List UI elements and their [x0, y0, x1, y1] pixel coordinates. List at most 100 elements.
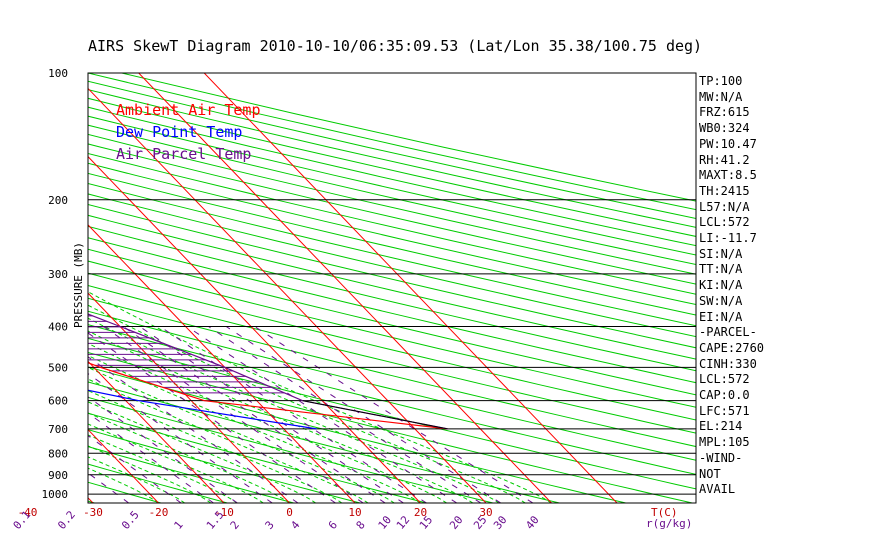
- mixing-ratio-tick-label: 4: [288, 518, 302, 532]
- stability-index-entry: EL:214: [699, 419, 743, 434]
- stability-index-entry: NOT: [699, 466, 721, 481]
- isotherm: [88, 87, 487, 503]
- isotherm: [88, 155, 421, 503]
- mixing-ratio-line: [0, 327, 20, 504]
- moist-adiabat: [88, 434, 238, 503]
- mixing-ratio-line: [88, 396, 238, 503]
- stability-index-entry: TT:N/A: [699, 262, 743, 277]
- mixing-ratio-tick-label: 8: [354, 518, 368, 531]
- ambient-air-temp-line: [88, 362, 448, 430]
- bottom-temp-tick-label: -30: [83, 506, 103, 519]
- bottom-temp-tick-label: 20: [414, 506, 427, 519]
- pressure-tick-label: 600: [48, 395, 68, 408]
- mixing-ratio-line: [225, 326, 502, 503]
- stability-index-entry: FRZ:615: [699, 105, 750, 120]
- legend-dew-point-temp: Dew Point Temp: [116, 123, 243, 141]
- isotherm: [88, 428, 159, 503]
- mixing-ratio-unit-label: r(g/kg): [646, 517, 692, 530]
- dry-adiabat: [88, 115, 696, 256]
- mixing-ratio-tick-label: 40: [523, 513, 541, 532]
- stability-index-entry: EI:N/A: [699, 309, 743, 324]
- dry-adiabat: [0, 73, 28, 503]
- mixing-ratio-line: [88, 356, 299, 503]
- grid-lines: [0, 73, 696, 504]
- stability-index-entry: CAP:0.0: [699, 388, 750, 402]
- moist-adiabat: [88, 445, 212, 503]
- stability-index-entry: LCL:572: [699, 372, 750, 387]
- dry-adiabat: [88, 297, 696, 448]
- pressure-tick-label: 1000: [42, 488, 69, 501]
- pressure-tick-label: 500: [48, 361, 68, 374]
- dry-adiabat: [88, 463, 228, 503]
- stability-index-entry: LCL:572: [699, 215, 750, 230]
- pressure-tick-label: 200: [48, 194, 68, 207]
- dry-adiabat: [88, 214, 696, 360]
- chart-title: AIRS SkewT Diagram 2010-10-10/06:35:09.5…: [88, 37, 703, 55]
- mixing-ratio-line: [88, 472, 129, 503]
- isotherm: [138, 73, 552, 503]
- dry-adiabat: [88, 193, 696, 338]
- moist-adiabat: [88, 456, 185, 503]
- air-parcel-temp-line: [88, 313, 448, 430]
- x-axis-label: T(C): [651, 506, 678, 519]
- stability-index-entry: MPL:105: [699, 435, 750, 450]
- mixing-ratio-tick-label: 20: [447, 513, 465, 532]
- bottom-temp-tick-label: 0: [286, 506, 293, 519]
- dry-adiabat: [88, 260, 696, 408]
- mixing-ratio-tick-label: 1: [171, 518, 185, 531]
- stability-index-entry: SW:N/A: [699, 293, 743, 308]
- bottom-temp-tick-label: 10: [348, 506, 361, 519]
- isotherm: [88, 224, 356, 503]
- dry-adiabat: [88, 143, 696, 285]
- stability-index-entry: TP:100: [699, 74, 743, 88]
- parcel-dry-segment: [302, 400, 448, 430]
- pressure-tick-label: 300: [48, 268, 68, 281]
- moist-adiabat: [88, 412, 290, 503]
- dry-adiabat: [88, 284, 696, 434]
- legend-ambient-air-temp: Ambient Air Temp: [116, 101, 261, 119]
- dry-adiabat: [88, 133, 696, 275]
- moist-adiabat: [88, 401, 316, 503]
- stability-index-entry: LI:-11.7: [699, 231, 757, 245]
- mixing-ratio-tick-label: 3: [263, 518, 277, 531]
- y-axis-label: PRESSURE (MB): [72, 242, 85, 328]
- pressure-tick-label: 400: [48, 321, 68, 334]
- stability-index-entry: AVAIL: [699, 482, 736, 497]
- mixing-ratio-tick-label: 2: [228, 518, 242, 531]
- pressure-tick-label: 800: [48, 447, 68, 460]
- bottom-temp-tick-label: 30: [479, 506, 492, 519]
- dry-adiabat: [88, 412, 427, 503]
- dry-adiabat: [88, 272, 696, 421]
- moist-adiabat: [88, 378, 369, 503]
- mixing-ratio-line: [186, 326, 458, 503]
- moist-adiabat: [88, 366, 395, 503]
- dry-adiabat: [88, 182, 696, 327]
- mixing-ratio-tick-label: 6: [326, 518, 340, 531]
- stability-index-entry: MW:N/A: [699, 89, 743, 104]
- moist-adiabat: [88, 330, 474, 503]
- stability-index-entry: -PARCEL-: [699, 325, 757, 340]
- dry-adiabat: [88, 204, 696, 349]
- mixing-ratio-line: [88, 412, 214, 503]
- mixing-ratio-line: [159, 326, 427, 503]
- dry-adiabat: [88, 324, 696, 475]
- stability-index-entry: L57:N/A: [699, 199, 750, 214]
- mixing-ratio-line: [139, 326, 404, 503]
- mixing-ratio-line: [254, 326, 534, 503]
- bottom-temp-tick-label: -10: [214, 506, 234, 519]
- pressure-tick-label: 100: [48, 67, 68, 80]
- bottom-temp-tick-label: -40: [18, 506, 38, 519]
- dry-adiabat: [88, 351, 693, 503]
- stability-index-entry: CAPE:2760: [699, 340, 765, 355]
- dry-adiabat: [88, 396, 494, 503]
- moist-adiabat: [88, 423, 264, 503]
- stability-index-entry: KI:N/A: [699, 278, 743, 293]
- mixing-ratio-tick-label: 0.2: [55, 508, 78, 532]
- isotherm: [88, 360, 225, 503]
- mixing-ratio-tick-label: 12: [394, 513, 412, 532]
- dry-adiabat: [88, 366, 626, 503]
- isotherm: [88, 292, 290, 503]
- stability-index-entry: LFC:571: [699, 403, 750, 418]
- dry-adiabat: [88, 381, 560, 503]
- pressure-tick-label: 900: [48, 469, 68, 482]
